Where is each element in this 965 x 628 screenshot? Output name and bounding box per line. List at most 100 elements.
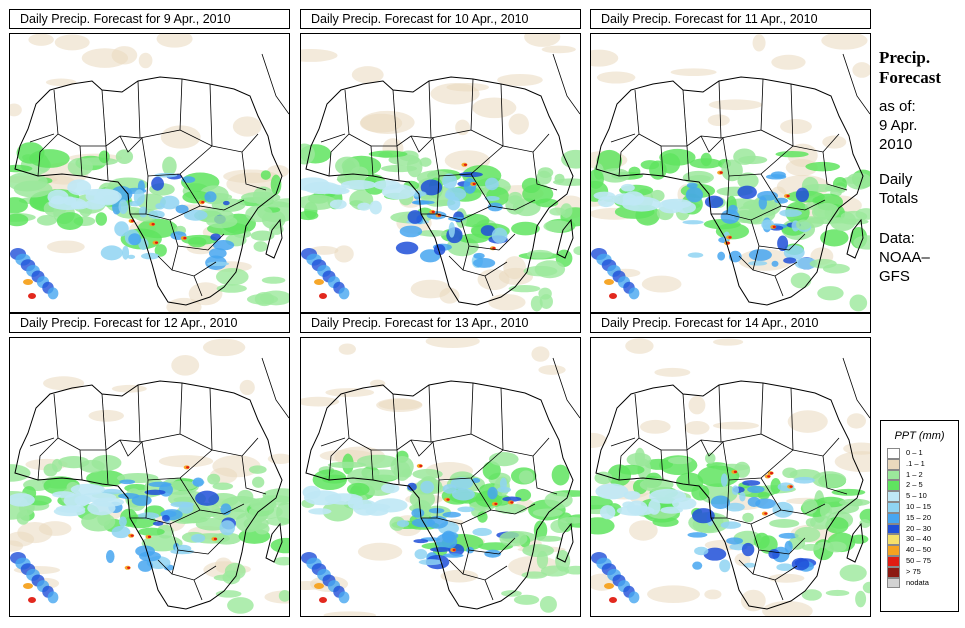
heavy-precip-area — [710, 495, 731, 510]
arabia-outline — [552, 357, 580, 419]
legend-item: nodata — [881, 577, 958, 589]
arabia-outline — [552, 53, 580, 115]
light-precip-area — [654, 367, 691, 377]
hotspot-core — [452, 548, 456, 552]
heavy-precip-area — [747, 485, 765, 494]
madagascar-outline — [265, 218, 283, 259]
moderate-precip-area — [652, 516, 679, 527]
moderate-precip-area — [543, 220, 572, 233]
ocean-precip-area — [621, 196, 661, 212]
country-border — [822, 455, 848, 495]
legend-item: .1 – 1 — [881, 458, 958, 470]
moderate-precip-area — [849, 294, 868, 312]
moderate-precip-area — [530, 295, 543, 312]
heavy-precip-area — [105, 549, 115, 564]
light-precip-area — [301, 48, 338, 62]
heavy-precip-area — [720, 473, 728, 487]
light-precip-area — [46, 240, 85, 254]
light-precip-area — [822, 135, 847, 149]
moderate-precip-area — [549, 207, 566, 216]
sidebar-title-line1: Precip. — [879, 48, 931, 67]
heavy-precip-area — [191, 533, 206, 543]
country-border — [53, 393, 81, 451]
light-precip-area — [713, 338, 744, 346]
country-border — [462, 245, 508, 277]
country-border — [179, 173, 245, 211]
legend-swatch — [887, 469, 900, 481]
moderate-precip-area — [301, 143, 315, 165]
ocean-precip-area — [623, 491, 641, 500]
hotspot-core — [201, 201, 205, 204]
ocean-precip-area — [302, 485, 321, 499]
moderate-precip-area — [839, 564, 867, 582]
moderate-precip-area — [477, 511, 488, 523]
heavy-precip-area — [484, 549, 502, 558]
country-border — [661, 135, 702, 147]
country-border — [396, 145, 400, 181]
country-border — [774, 275, 784, 297]
heavy-precip-area — [448, 221, 455, 238]
light-precip-area — [410, 279, 451, 299]
country-border — [29, 437, 55, 447]
country-border — [392, 89, 398, 147]
heavy-precip-area — [747, 496, 761, 508]
madagascar-outline — [556, 218, 574, 259]
country-border — [700, 439, 724, 457]
country-border — [410, 384, 432, 443]
moderate-precip-area — [825, 589, 850, 597]
legend-label: 30 – 40 — [906, 534, 932, 544]
country-border — [686, 145, 690, 181]
hotspot-core — [151, 223, 155, 226]
light-precip-area — [740, 589, 766, 612]
ocean-precip-area — [672, 497, 697, 510]
country-border — [328, 133, 350, 177]
light-precip-area — [357, 542, 403, 561]
heavy-precip-area — [457, 506, 475, 513]
moderate-precip-area — [828, 217, 851, 224]
light-precip-area — [762, 601, 813, 616]
heavy-precip-area — [741, 542, 755, 557]
ocean-precip-area — [93, 497, 125, 507]
country-border — [145, 479, 201, 525]
moderate-precip-area — [819, 503, 832, 519]
ocean-precip-area — [357, 202, 371, 211]
moderate-precip-area — [10, 464, 31, 482]
heavy-precip-area — [719, 559, 731, 573]
storm-band — [628, 287, 640, 300]
heavy-precip-area — [114, 221, 129, 237]
country-border — [610, 133, 636, 143]
country-border — [29, 133, 55, 143]
legend-item: 5 – 10 — [881, 491, 958, 502]
country-border — [430, 382, 474, 443]
heavy-precip-area — [686, 182, 698, 189]
heavy-precip-area — [472, 527, 492, 537]
moderate-precip-area — [419, 157, 432, 167]
continent-outline — [595, 76, 864, 306]
moderate-precip-area — [742, 512, 754, 523]
data-source: Data: NOAA– GFS — [879, 229, 963, 286]
heavy-precip-area — [502, 496, 522, 502]
moderate-precip-area — [508, 285, 541, 293]
storm-core — [609, 293, 617, 299]
country-border — [141, 137, 213, 177]
heavy-precip-area — [682, 220, 704, 225]
light-precip-area — [704, 589, 722, 600]
light-precip-area — [708, 99, 763, 111]
country-border — [432, 441, 504, 481]
moderate-precip-area — [839, 498, 870, 507]
country-border — [145, 175, 201, 221]
heavy-precip-area — [414, 548, 428, 560]
heavy-precip-area — [442, 511, 461, 518]
moderate-precip-area — [591, 169, 604, 189]
moderate-precip-area — [802, 498, 818, 514]
light-precip-area — [787, 410, 828, 433]
hotspot-core — [510, 501, 514, 504]
light-precip-area — [160, 125, 201, 149]
moderate-precip-area — [206, 215, 238, 229]
heavy-precip-area — [158, 483, 173, 497]
light-precip-area — [712, 421, 760, 430]
light-precip-area — [10, 540, 24, 552]
heavy-precip-area — [411, 508, 425, 518]
light-precip-area — [596, 71, 636, 84]
legend-item: 20 – 30 — [881, 523, 958, 535]
